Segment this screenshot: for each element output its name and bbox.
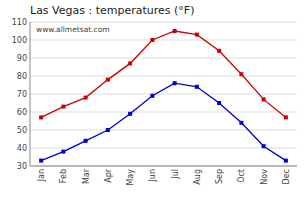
x-tick-label: Dec [282,169,291,184]
y-tick-label: 30 [17,162,27,171]
marker [39,159,43,163]
marker [239,72,243,76]
marker [217,101,221,105]
marker [217,49,221,53]
x-tick-label: Jun [148,169,157,183]
marker [262,97,266,101]
grid-line [30,58,297,59]
marker [61,150,65,154]
annotation: www.allmetsat.com [36,25,110,34]
marker [106,78,110,82]
marker [195,33,199,37]
x-axis [30,166,297,167]
marker [284,159,288,163]
y-tick-label: 60 [17,108,27,117]
y-tick-label: 70 [17,90,27,99]
x-tick-label: May [126,169,135,186]
x-tick-label: Apr [104,168,113,183]
marker [195,85,199,89]
grid-line [30,22,297,23]
marker [262,144,266,148]
grid-line [30,166,297,167]
marker [84,96,88,100]
marker [84,139,88,143]
y-tick-label: 90 [17,54,27,63]
plot-area [39,29,288,163]
x-tick-label: Mar [82,168,91,184]
marker [106,128,110,132]
grid-line [30,76,297,77]
marker [173,81,177,85]
grid-line [30,130,297,131]
chart: 30 40 50 60 70 80 90 100 110 Jan Feb Mar Apr May Jun Ju… [0,0,305,200]
marker [150,94,154,98]
marker [61,105,65,109]
marker [39,115,43,119]
grid-line [30,112,297,113]
marker [128,61,132,65]
marker [128,112,132,116]
marker [239,121,243,125]
y-tick-label: 50 [17,126,27,135]
x-tick-label: Aug [193,169,202,185]
line [41,31,286,117]
line [41,83,286,160]
grid-line [30,94,297,95]
x-tick-label: Jul [171,169,180,180]
y-tick-label: 80 [17,72,27,81]
marker [284,115,288,119]
x-tick-label: Feb [59,169,68,183]
marker [173,29,177,33]
y-tick-label: 100 [12,36,27,45]
x-tick-label: Jan [37,169,46,182]
y-tick-label: 40 [17,144,27,153]
y-axis [30,22,31,166]
x-tick-label: Sep [215,169,224,184]
grid-line [30,40,297,41]
title: Las Vegas : temperatures (°F) [30,4,194,17]
y-tick-label: 110 [12,18,27,27]
x-tick-label: Oct [237,169,246,183]
marker [150,38,154,42]
x-tick-label: Nov [260,169,269,185]
